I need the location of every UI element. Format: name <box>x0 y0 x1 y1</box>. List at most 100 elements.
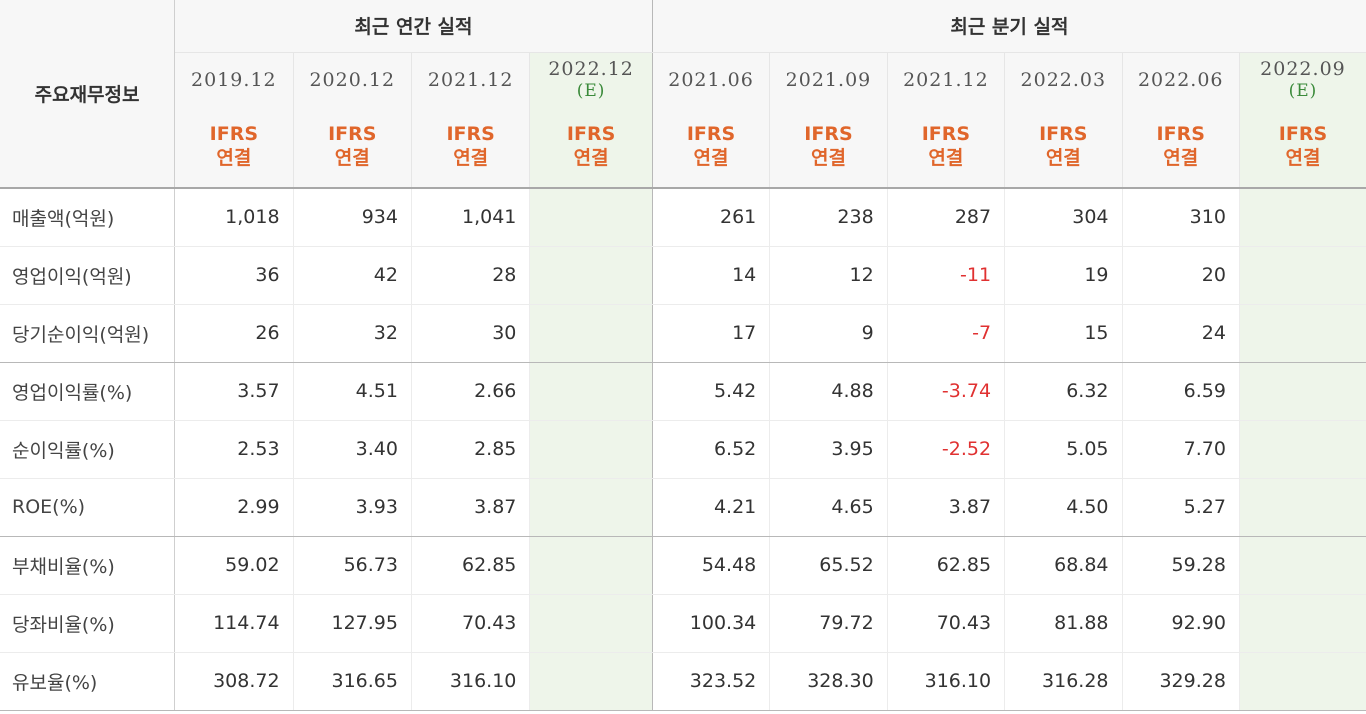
value-cell <box>1238 188 1366 247</box>
period-label: 2021.12 <box>427 69 514 92</box>
value-cell: 4.88 <box>769 362 888 421</box>
ifrs-consolidated-badge: IFRS 연결 <box>1004 108 1123 189</box>
table-row: 유보율(%) 308.72 316.65 316.10 323.52 328.30 316.… <box>0 652 1366 711</box>
ifrs-label: IFRS <box>209 123 259 145</box>
value-cell: 2.66 <box>410 362 530 421</box>
table-body: 매출액(억원) 1,018 934 1,041 261 238 287 304 310 영업이익(… <box>0 188 1366 711</box>
row-label: ROE(%) <box>0 478 176 537</box>
value-cell: 5.42 <box>651 362 770 421</box>
value-cell: -3.74 <box>886 362 1005 421</box>
value-cell: 287 <box>886 188 1005 247</box>
table-row: 당좌비율(%) 114.74 127.95 70.43 100.34 79.72 70.43… <box>0 594 1366 653</box>
value-cell <box>1238 246 1366 305</box>
value-cell: 3.40 <box>292 420 412 479</box>
consolidated-label: 연결 <box>334 147 370 169</box>
value-cell: 6.59 <box>1121 362 1240 421</box>
period-label: 2021.12 <box>903 69 989 92</box>
ifrs-consolidated-badge: IFRS 연결 <box>886 108 1005 189</box>
ifrs-label: IFRS <box>328 123 377 145</box>
value-cell: 3.57 <box>174 362 294 421</box>
value-cell: 308.72 <box>174 652 294 711</box>
period-header: 2021.09 <box>769 52 888 108</box>
table-row: 당기순이익(억원) 26 32 30 17 9 -7 15 24 <box>0 304 1366 363</box>
value-cell: 81.88 <box>1004 594 1123 653</box>
value-cell: 42 <box>292 246 412 305</box>
value-cell: 59.28 <box>1121 536 1240 595</box>
period-label: 2022.06 <box>1137 69 1224 92</box>
period-header: 2019.12 <box>174 52 294 108</box>
value-cell: 3.87 <box>886 478 1005 537</box>
row-label: 당기순이익(억원) <box>0 304 176 363</box>
value-cell: 310 <box>1121 188 1240 247</box>
table-header: 주요재무정보 최근 연간 실적 최근 분기 실적 2019.12 2020.12 2… <box>0 0 1366 189</box>
value-cell: 59.02 <box>174 536 294 595</box>
period-header: 2021.06 <box>651 52 770 108</box>
value-cell: 79.72 <box>769 594 888 653</box>
ifrs-label: IFRS <box>686 123 736 145</box>
value-cell <box>1238 652 1366 711</box>
ifrs-label: IFRS <box>566 123 616 145</box>
value-cell: 1,041 <box>410 188 530 247</box>
consolidated-label: 연결 <box>1285 147 1321 169</box>
ifrs-label: IFRS <box>1278 123 1328 145</box>
period-label: 2019.12 <box>191 69 277 92</box>
value-cell: 54.48 <box>651 536 770 595</box>
quarter-results-title: 최근 분기 실적 <box>651 0 1366 53</box>
ifrs-consolidated-badge: IFRS 연결 <box>529 108 653 189</box>
value-cell: 36 <box>174 246 294 305</box>
value-cell: 316.10 <box>410 652 530 711</box>
value-cell: 100.34 <box>651 594 770 653</box>
value-cell: 4.51 <box>292 362 412 421</box>
period-header: 2022.12 (E) <box>529 52 653 108</box>
ifrs-consolidated-badge: IFRS 연결 <box>1238 108 1366 189</box>
period-label: 2022.12 <box>548 58 634 81</box>
table-row: 부채비율(%) 59.02 56.73 62.85 54.48 65.52 62.85 68.… <box>0 536 1366 595</box>
value-cell: 19 <box>1004 246 1123 305</box>
value-cell: -7 <box>886 304 1005 363</box>
value-cell: 20 <box>1121 246 1240 305</box>
value-cell <box>529 420 653 479</box>
estimate-mark: (E) <box>1288 81 1318 102</box>
consolidated-label: 연결 <box>693 147 729 169</box>
value-cell: 62.85 <box>886 536 1005 595</box>
value-cell: 70.43 <box>886 594 1005 653</box>
period-label: 2020.12 <box>309 69 396 92</box>
consolidated-label: 연결 <box>1163 147 1199 169</box>
value-cell: 32 <box>292 304 412 363</box>
value-cell <box>529 652 653 711</box>
ifrs-consolidated-badge: IFRS 연결 <box>174 108 294 189</box>
value-cell: 9 <box>769 304 888 363</box>
value-cell <box>529 478 653 537</box>
value-cell: 70.43 <box>410 594 530 653</box>
row-label: 당좌비율(%) <box>0 594 176 653</box>
value-cell <box>529 536 653 595</box>
ifrs-label: IFRS <box>804 123 853 145</box>
value-cell: 24 <box>1121 304 1240 363</box>
table-row: 매출액(억원) 1,018 934 1,041 261 238 287 304 310 <box>0 188 1366 247</box>
row-label: 영업이익(억원) <box>0 246 176 305</box>
row-label: 매출액(억원) <box>0 188 176 247</box>
ifrs-consolidated-badge: IFRS 연결 <box>769 108 888 189</box>
value-cell: 28 <box>410 246 530 305</box>
value-cell: 30 <box>410 304 530 363</box>
ifrs-label: IFRS <box>1039 123 1088 145</box>
value-cell: 4.65 <box>769 478 888 537</box>
value-cell: 238 <box>769 188 888 247</box>
consolidated-label: 연결 <box>928 147 964 169</box>
value-cell <box>1238 478 1366 537</box>
row-label: 유보율(%) <box>0 652 176 711</box>
value-cell: 304 <box>1004 188 1123 247</box>
consolidated-label: 연결 <box>453 147 489 169</box>
value-cell: 68.84 <box>1004 536 1123 595</box>
ifrs-consolidated-badge: IFRS 연결 <box>292 108 412 189</box>
value-cell: 2.99 <box>174 478 294 537</box>
consolidated-label: 연결 <box>1045 147 1081 169</box>
value-cell: 3.93 <box>292 478 412 537</box>
value-cell: 114.74 <box>174 594 294 653</box>
period-row: 2019.12 2020.12 2021.12 2022.12 (E) 2021.06 20… <box>0 52 1366 108</box>
value-cell: 26 <box>174 304 294 363</box>
period-header: 2021.12 <box>410 52 530 108</box>
ifrs-consolidated-badge: IFRS 연결 <box>1121 108 1240 189</box>
period-header: 2022.03 <box>1004 52 1123 108</box>
